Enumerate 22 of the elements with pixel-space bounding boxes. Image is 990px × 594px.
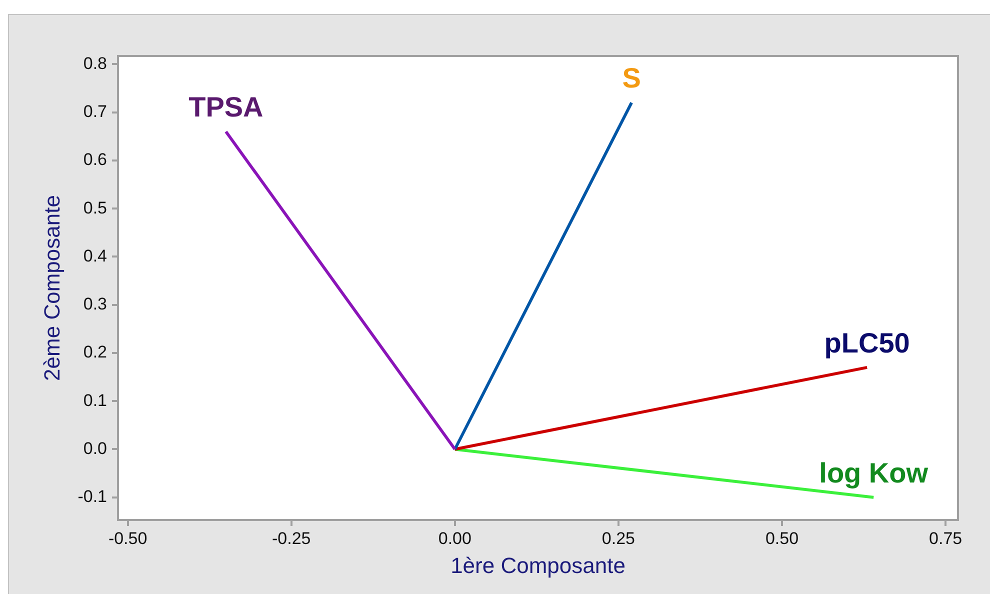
y-tick-label: -0.1: [78, 487, 107, 506]
x-tick-label: -0.50: [108, 528, 148, 548]
y-tick-label: 0.7: [83, 102, 107, 122]
series-label: pLC50: [824, 327, 910, 358]
y-tick-label: 0.8: [83, 54, 107, 73]
y-tick-label: 0.5: [83, 198, 107, 218]
y-tick-label: 0.3: [83, 294, 107, 314]
x-tick-label: 0.75: [929, 528, 962, 548]
y-axis-title: 2ème Composante: [39, 195, 64, 381]
x-axis-title: 1ère Composante: [450, 552, 626, 578]
x-tick-label: 0.00: [438, 528, 472, 548]
y-tick-label: 0.1: [83, 390, 107, 410]
y-tick-label: 0.6: [83, 150, 107, 170]
y-tick-label: 0.2: [83, 342, 107, 362]
x-tick-label: 0.50: [765, 528, 799, 548]
x-tick-label: -0.25: [272, 528, 311, 548]
y-tick-label: 0.4: [83, 246, 107, 266]
series-label: TPSA: [188, 92, 264, 123]
series-label: S: [622, 62, 641, 94]
y-tick-label: 0.0: [83, 438, 107, 458]
x-tick-label: 0.25: [602, 528, 636, 548]
series-label: log Kow: [819, 457, 928, 488]
